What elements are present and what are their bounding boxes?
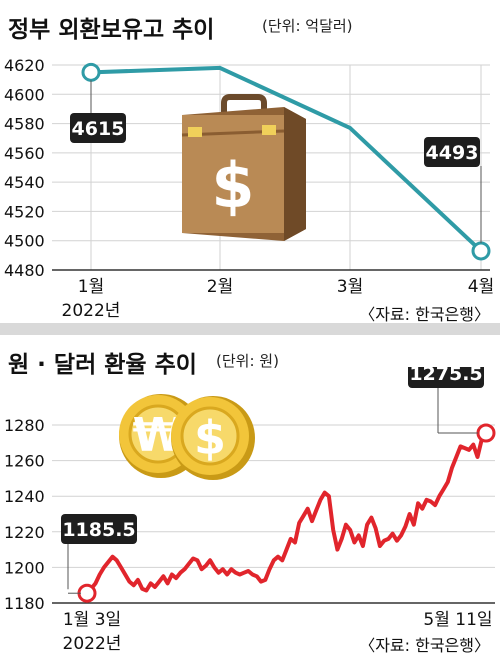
chart2-ytick-label: 1260 bbox=[4, 452, 45, 471]
chart2-ytick-label: 1200 bbox=[4, 558, 45, 577]
chart2-callout-start: 1185.5 bbox=[62, 519, 135, 541]
chart1-source: 〈자료: 한국은행〉 bbox=[359, 305, 490, 324]
chart1-xtick-label: 2월 bbox=[207, 277, 233, 297]
chart1-ytick-label: 4620 bbox=[4, 56, 45, 75]
chart2-svg: 1180 1200 1220 1240 1260 1280 ₩ $ 1185.5 1275.… bbox=[4, 367, 496, 654]
chart1-line bbox=[90, 65, 483, 253]
chart1-xtick-sublabel: 2022년 bbox=[62, 301, 121, 321]
chart2-callout-start-box bbox=[61, 514, 137, 544]
chart1-ytick-label: 4560 bbox=[4, 144, 45, 163]
chart2-callout-end-box bbox=[408, 367, 484, 388]
chart2-end-label: 5월 11일 bbox=[423, 610, 492, 630]
chart1-point bbox=[349, 126, 351, 129]
chart2-start-sublabel: 2022년 bbox=[63, 634, 122, 654]
chart2-marker-start bbox=[77, 583, 97, 603]
section-divider bbox=[0, 323, 500, 335]
chart1-marker bbox=[81, 62, 101, 82]
chart2-start-label: 1월 3일 bbox=[63, 610, 121, 630]
chart2-ytick-label: 1280 bbox=[4, 416, 45, 435]
chart2-axis: 1180 1200 1220 1240 1260 1280 bbox=[4, 416, 495, 613]
chart2-series: 1185.5 1275.5 bbox=[61, 367, 496, 603]
chart1-callout-end: 4493 bbox=[426, 142, 479, 164]
chart1-xlabels: 1월 2022년 2월 3월 4월 bbox=[62, 277, 495, 321]
chart1-marker bbox=[471, 241, 491, 261]
chart1-axis: 4480 4500 4520 4540 4560 4580 4600 4620 bbox=[4, 56, 490, 280]
svg-text:$: $ bbox=[211, 149, 254, 222]
chart1-ytick-label: 4500 bbox=[4, 232, 45, 251]
chart1-ytick-label: 4580 bbox=[4, 115, 45, 134]
chart1-xtick-label: 3월 bbox=[337, 277, 363, 297]
chart2-marker-end bbox=[476, 423, 496, 443]
chart2-unit-label: (단위: 원) bbox=[216, 352, 279, 370]
svg-text:$: $ bbox=[194, 411, 226, 465]
chart1-callout-end-box bbox=[424, 137, 480, 167]
chart1-callout-start: 4615 bbox=[72, 118, 125, 140]
chart1-ytick-label: 4600 bbox=[4, 85, 45, 104]
chart2-source: 〈자료: 한국은행〉 bbox=[359, 636, 490, 655]
won-dollar-coins-icon: ₩ $ bbox=[119, 394, 255, 480]
chart2-line bbox=[85, 431, 488, 595]
chart2-callout-end: 1275.5 bbox=[409, 367, 482, 385]
chart2-title: 원 · 달러 환율 추이 bbox=[8, 352, 197, 378]
chart1-unit-label: (단위: 억달러) bbox=[262, 17, 353, 35]
chart2-xlabels: 1월 3일 2022년 5월 11일 bbox=[63, 610, 493, 654]
chart1-ytick-label: 4480 bbox=[4, 261, 45, 280]
chart1-xtick-label: 1월 bbox=[78, 277, 104, 297]
briefcase-dollar-icon: $ bbox=[181, 94, 306, 241]
chart2-ytick-label: 1240 bbox=[4, 487, 45, 506]
chart1-title: 정부 외환보유고 추이 bbox=[8, 17, 215, 43]
chart2-ytick-label: 1220 bbox=[4, 523, 45, 542]
chart1-ytick-label: 4520 bbox=[4, 202, 45, 221]
chart1-ytick-label: 4540 bbox=[4, 173, 45, 192]
chart1-callout-start-box bbox=[70, 113, 126, 143]
chart2-ytick-label: 1180 bbox=[4, 594, 45, 613]
chart1-xtick-label: 4월 bbox=[468, 277, 494, 297]
chart1-point bbox=[219, 66, 221, 69]
chart1-series: 4615 4493 bbox=[70, 62, 491, 261]
